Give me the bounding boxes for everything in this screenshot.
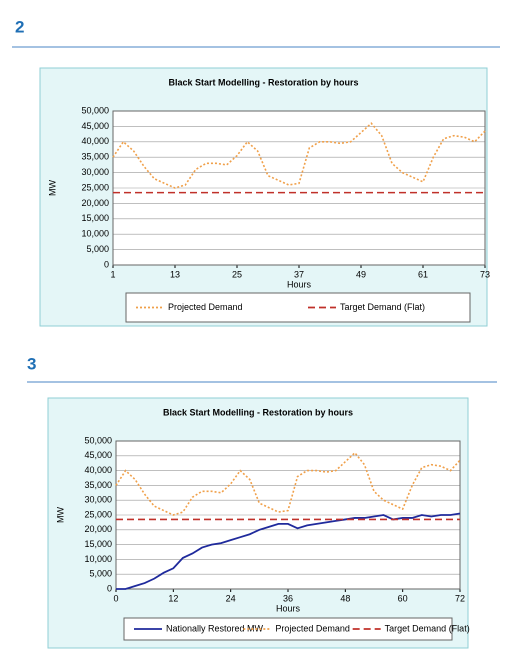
y-tick-label: 25,000 xyxy=(81,182,109,192)
y-tick-label: 20,000 xyxy=(84,524,112,534)
x-tick-label: 36 xyxy=(283,593,293,603)
x-tick-label: 61 xyxy=(418,269,428,279)
y-tick-label: 15,000 xyxy=(81,213,109,223)
x-axis-label: Hours xyxy=(287,279,312,289)
y-tick-label: 35,000 xyxy=(81,152,109,162)
y-tick-label: 45,000 xyxy=(81,121,109,131)
y-tick-label: 40,000 xyxy=(81,136,109,146)
y-axis-label: MW xyxy=(55,507,65,523)
y-tick-label: 5,000 xyxy=(86,244,109,254)
y-tick-label: 0 xyxy=(107,583,112,593)
section-heading: 2 xyxy=(15,17,24,36)
x-tick-label: 72 xyxy=(455,593,465,603)
y-tick-label: 20,000 xyxy=(81,198,109,208)
y-tick-label: 50,000 xyxy=(84,435,112,445)
x-tick-label: 0 xyxy=(113,593,118,603)
y-tick-label: 25,000 xyxy=(84,509,112,519)
legend-label: Projected Demand xyxy=(275,623,350,633)
legend-label: Target Demand (Flat) xyxy=(385,623,470,633)
series-line xyxy=(116,512,461,590)
x-tick-label: 37 xyxy=(294,269,304,279)
legend-label: Nationally Restored MW xyxy=(166,623,264,633)
x-tick-label: 25 xyxy=(232,269,242,279)
y-tick-label: 40,000 xyxy=(84,465,112,475)
y-tick-label: 10,000 xyxy=(84,554,112,564)
y-tick-label: 35,000 xyxy=(84,480,112,490)
plot-border xyxy=(115,440,461,590)
x-tick-label: 13 xyxy=(170,269,180,279)
y-tick-label: 0 xyxy=(104,259,109,269)
y-axis-label: MW xyxy=(47,180,57,196)
x-tick-label: 60 xyxy=(398,593,408,603)
y-tick-label: 15,000 xyxy=(84,539,112,549)
x-axis-label: Hours xyxy=(276,603,301,613)
x-tick-label: 48 xyxy=(340,593,350,603)
x-tick-label: 73 xyxy=(480,269,490,279)
x-tick-label: 1 xyxy=(110,269,115,279)
x-tick-label: 49 xyxy=(356,269,366,279)
y-tick-label: 30,000 xyxy=(81,167,109,177)
plot-border xyxy=(112,110,486,266)
legend-box xyxy=(125,292,471,323)
section-heading: 3 xyxy=(27,354,36,373)
y-tick-label: 30,000 xyxy=(84,495,112,505)
y-tick-label: 50,000 xyxy=(81,105,109,115)
chart-title: Black Start Modelling - Restoration by h… xyxy=(163,407,353,417)
legend-label: Target Demand (Flat) xyxy=(340,302,425,312)
x-tick-label: 12 xyxy=(168,593,178,603)
x-tick-label: 24 xyxy=(226,593,236,603)
legend-box xyxy=(123,617,453,641)
y-tick-label: 5,000 xyxy=(89,569,112,579)
y-tick-label: 10,000 xyxy=(81,229,109,239)
series-line xyxy=(112,122,486,189)
legend-label: Projected Demand xyxy=(168,302,243,312)
series-line xyxy=(115,451,461,516)
chart-title: Black Start Modelling - Restoration by h… xyxy=(168,77,358,87)
y-tick-label: 45,000 xyxy=(84,450,112,460)
